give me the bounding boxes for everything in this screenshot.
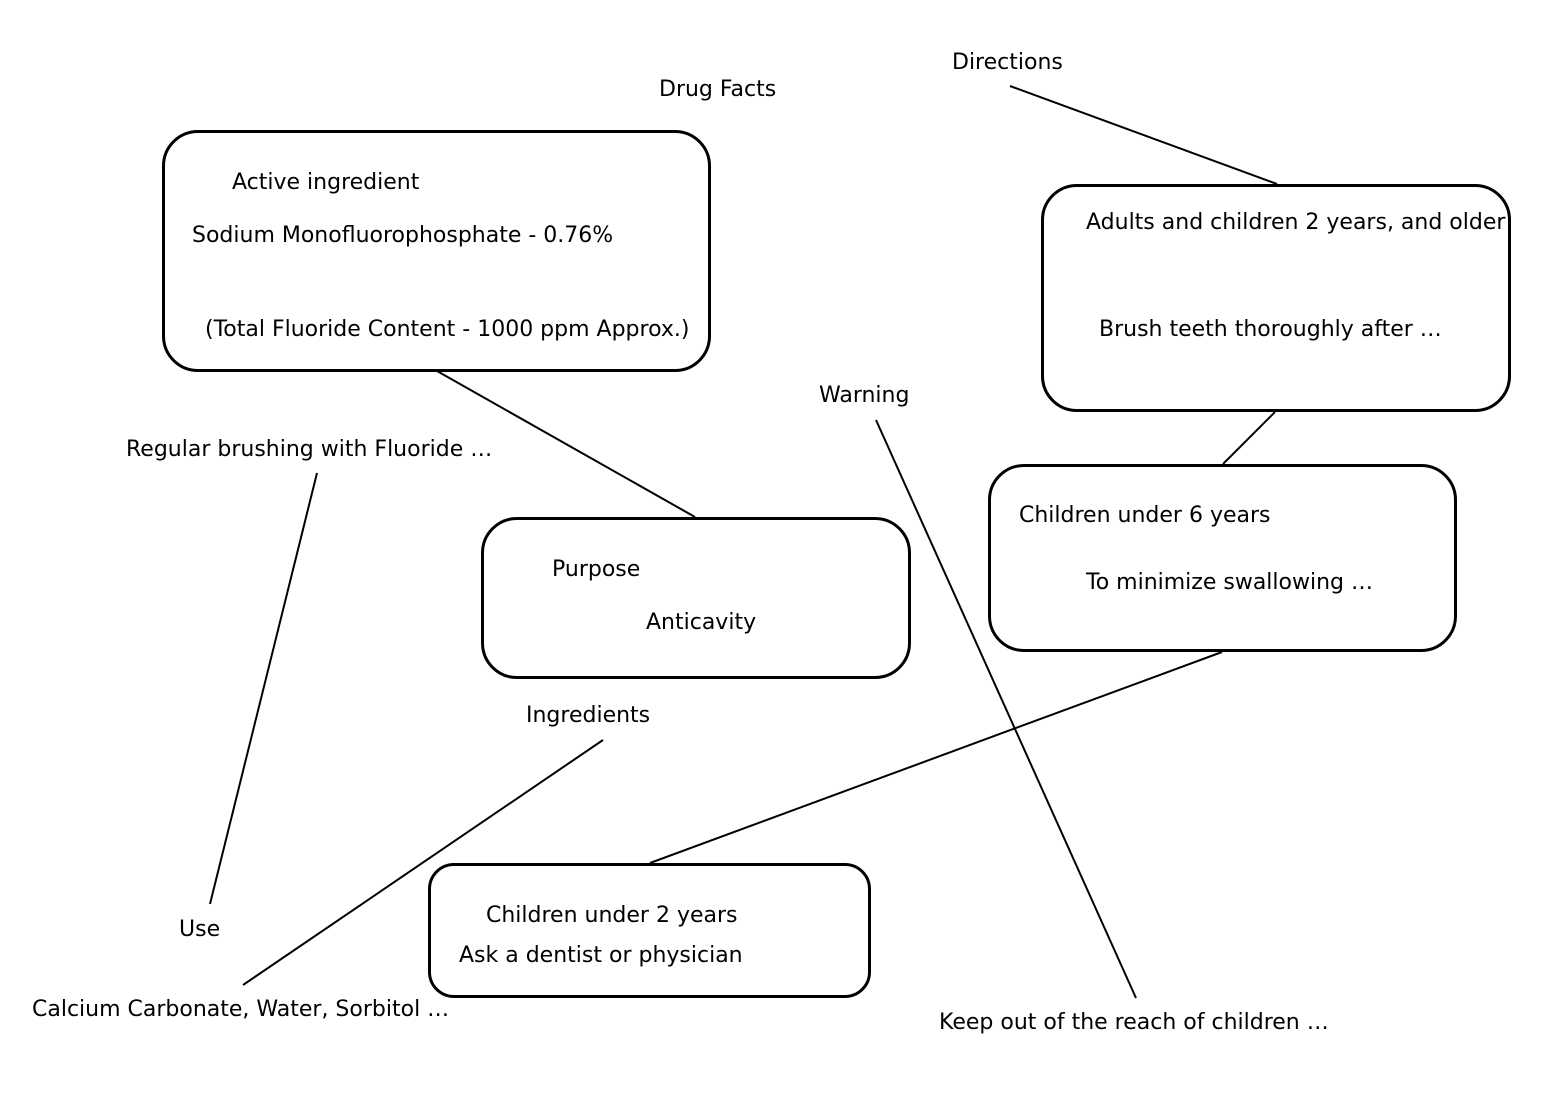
use-label: Use xyxy=(179,917,221,942)
directions-under6-heading: Children under 6 years xyxy=(1019,503,1271,528)
active-ingredient-heading: Active ingredient xyxy=(232,170,420,195)
directions-adults-heading: Adults and children 2 years, and older xyxy=(1086,210,1506,235)
active-ingredient-box xyxy=(162,130,711,372)
edge-warning-keep-out xyxy=(875,419,1137,999)
directions-label: Directions xyxy=(952,50,1063,75)
edge-ingredients-list xyxy=(242,739,604,986)
directions-under2-box xyxy=(428,863,871,998)
directions-under2-detail: Ask a dentist or physician xyxy=(459,943,743,968)
diagram-title: Drug Facts xyxy=(659,77,777,102)
purpose-detail: Anticavity xyxy=(646,610,757,635)
ingredients-detail: Calcium Carbonate, Water, Sorbitol … xyxy=(32,997,450,1022)
edge-adults-under6 xyxy=(1222,411,1276,465)
active-ingredient-note: (Total Fluoride Content - 1000 ppm Appro… xyxy=(205,317,690,342)
directions-under6-detail: To minimize swallowing … xyxy=(1086,570,1373,595)
active-ingredient-detail: Sodium Monofluorophosphate - 0.76% xyxy=(192,223,614,248)
directions-adults-box xyxy=(1041,184,1511,412)
edge-use-regular-brushing xyxy=(209,472,318,905)
directions-under2-heading: Children under 2 years xyxy=(486,903,738,928)
purpose-box xyxy=(481,517,911,679)
ingredients-label: Ingredients xyxy=(526,703,651,728)
warning-detail: Keep out of the reach of children … xyxy=(939,1010,1329,1035)
directions-adults-detail: Brush teeth thoroughly after … xyxy=(1099,317,1442,342)
warning-label: Warning xyxy=(819,383,910,408)
edge-under6-under2 xyxy=(649,651,1223,864)
directions-under6-box xyxy=(988,464,1457,652)
use-detail: Regular brushing with Fluoride … xyxy=(126,437,493,462)
purpose-heading: Purpose xyxy=(552,557,641,582)
edge-directions-adults xyxy=(1009,85,1278,185)
edge-active-ingredient-purpose xyxy=(436,370,696,518)
